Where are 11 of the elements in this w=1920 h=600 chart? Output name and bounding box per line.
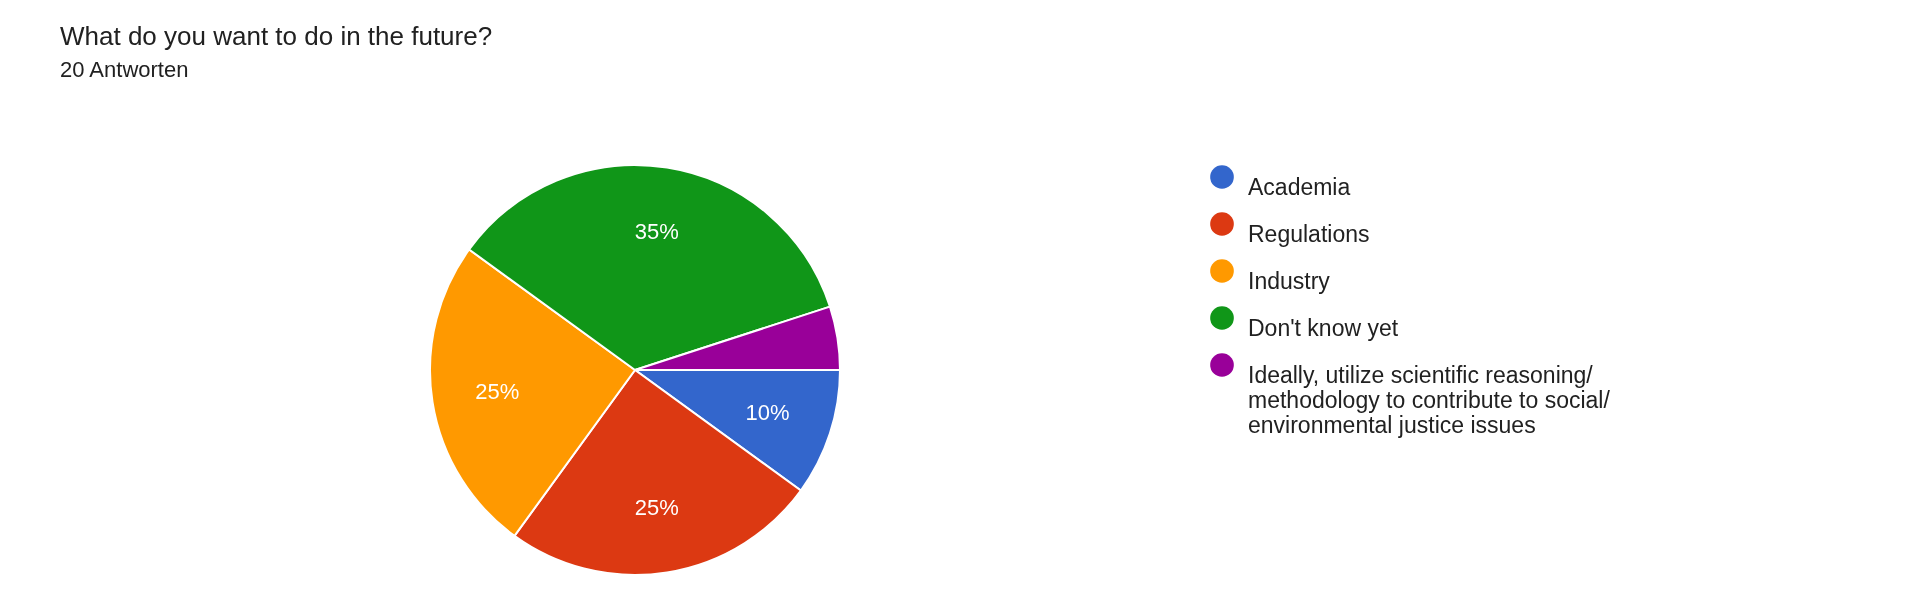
data-label: 10% xyxy=(745,400,790,426)
legend-label: Academia xyxy=(1248,174,1351,200)
legend-label: Ideally, utilize scientific reasoning/ methodology to contribute to social/ environmental justice issues xyxy=(1248,362,1611,438)
legend-label: Industry xyxy=(1248,268,1331,294)
chart-title: What do you want to do in the future? xyxy=(60,21,493,51)
data-label: 25% xyxy=(475,378,520,404)
text: 20 Antworten xyxy=(60,57,189,82)
data-label: 25% xyxy=(634,494,679,520)
data-label: 35% xyxy=(634,219,679,245)
legend-label: Regulations xyxy=(1248,221,1370,247)
legend-label: Don't know yet xyxy=(1248,315,1399,341)
